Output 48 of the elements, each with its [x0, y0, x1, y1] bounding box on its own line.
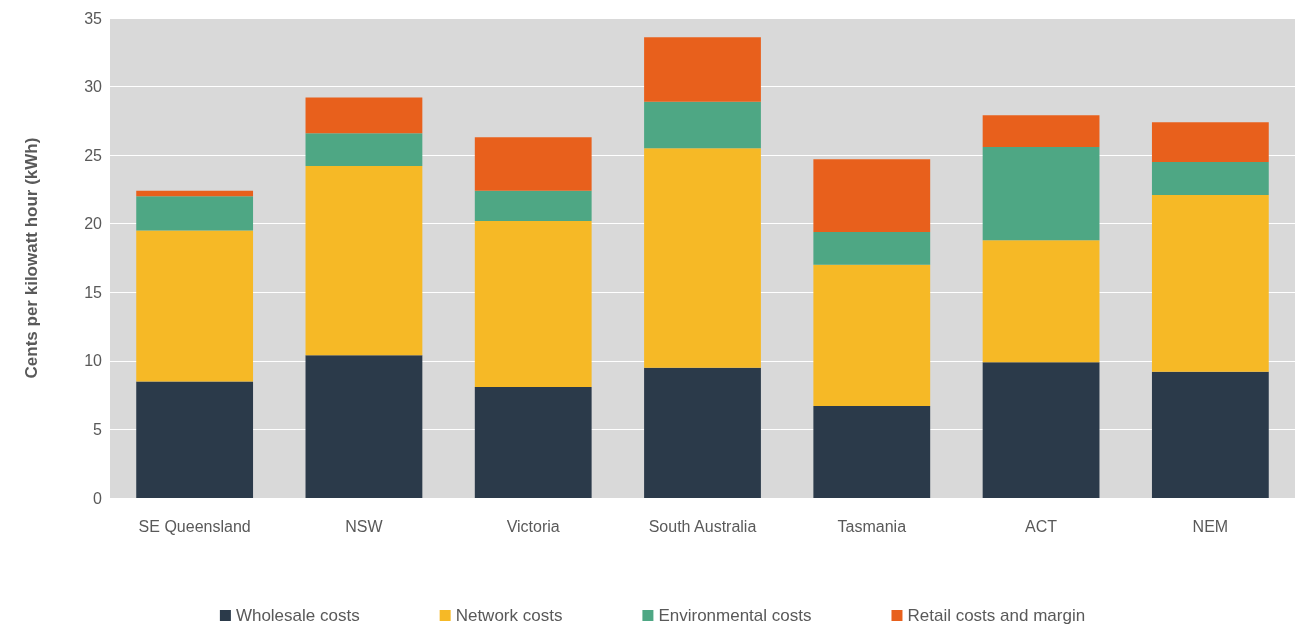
bar	[136, 190, 254, 197]
bar	[1151, 194, 1269, 372]
bar	[474, 386, 592, 498]
legend-label: Wholesale costs	[235, 606, 360, 625]
y-tick-label: 10	[84, 352, 103, 370]
x-tick-label: Victoria	[506, 517, 560, 535]
y-tick-label: 0	[93, 489, 103, 507]
bar	[813, 159, 931, 232]
legend-label: Environmental costs	[658, 606, 812, 625]
bar	[305, 166, 423, 356]
y-tick-label: 35	[84, 9, 103, 27]
y-tick-label: 30	[84, 78, 103, 96]
legend-label: Network costs	[455, 606, 563, 625]
bar	[1151, 371, 1269, 498]
bar	[813, 231, 931, 265]
legend-label: Retail costs and margin	[907, 606, 1086, 625]
bar	[474, 137, 592, 191]
bar	[644, 101, 761, 149]
x-tick-label: SE Queensland	[138, 517, 251, 535]
bar	[136, 381, 254, 498]
y-tick-label: 15	[84, 283, 103, 301]
bar	[1151, 162, 1269, 195]
bar	[644, 148, 761, 368]
bar	[982, 240, 1100, 363]
bar	[982, 362, 1100, 498]
bar	[644, 367, 761, 498]
x-tick-label: Tasmania	[837, 517, 907, 535]
x-tick-label: ACT	[1025, 517, 1058, 535]
bar	[474, 190, 592, 221]
bar	[813, 264, 931, 407]
x-tick-label: NSW	[345, 517, 384, 535]
y-tick-label: 5	[93, 420, 103, 438]
bar	[1151, 122, 1269, 162]
x-tick-label: NEM	[1192, 517, 1229, 535]
bar	[136, 230, 254, 382]
bar	[305, 355, 423, 498]
bar	[305, 97, 423, 134]
y-axis-title: Cents per kilowatt hour (kWh)	[22, 137, 41, 379]
bar	[982, 115, 1100, 147]
bar	[474, 220, 592, 387]
y-tick-label: 25	[84, 146, 103, 164]
bar	[982, 146, 1100, 241]
bar	[305, 133, 423, 167]
bar	[644, 37, 761, 102]
y-tick-label: 20	[84, 215, 103, 233]
bar	[136, 196, 254, 231]
bar	[813, 406, 931, 498]
x-tick-label: South Australia	[648, 517, 757, 535]
